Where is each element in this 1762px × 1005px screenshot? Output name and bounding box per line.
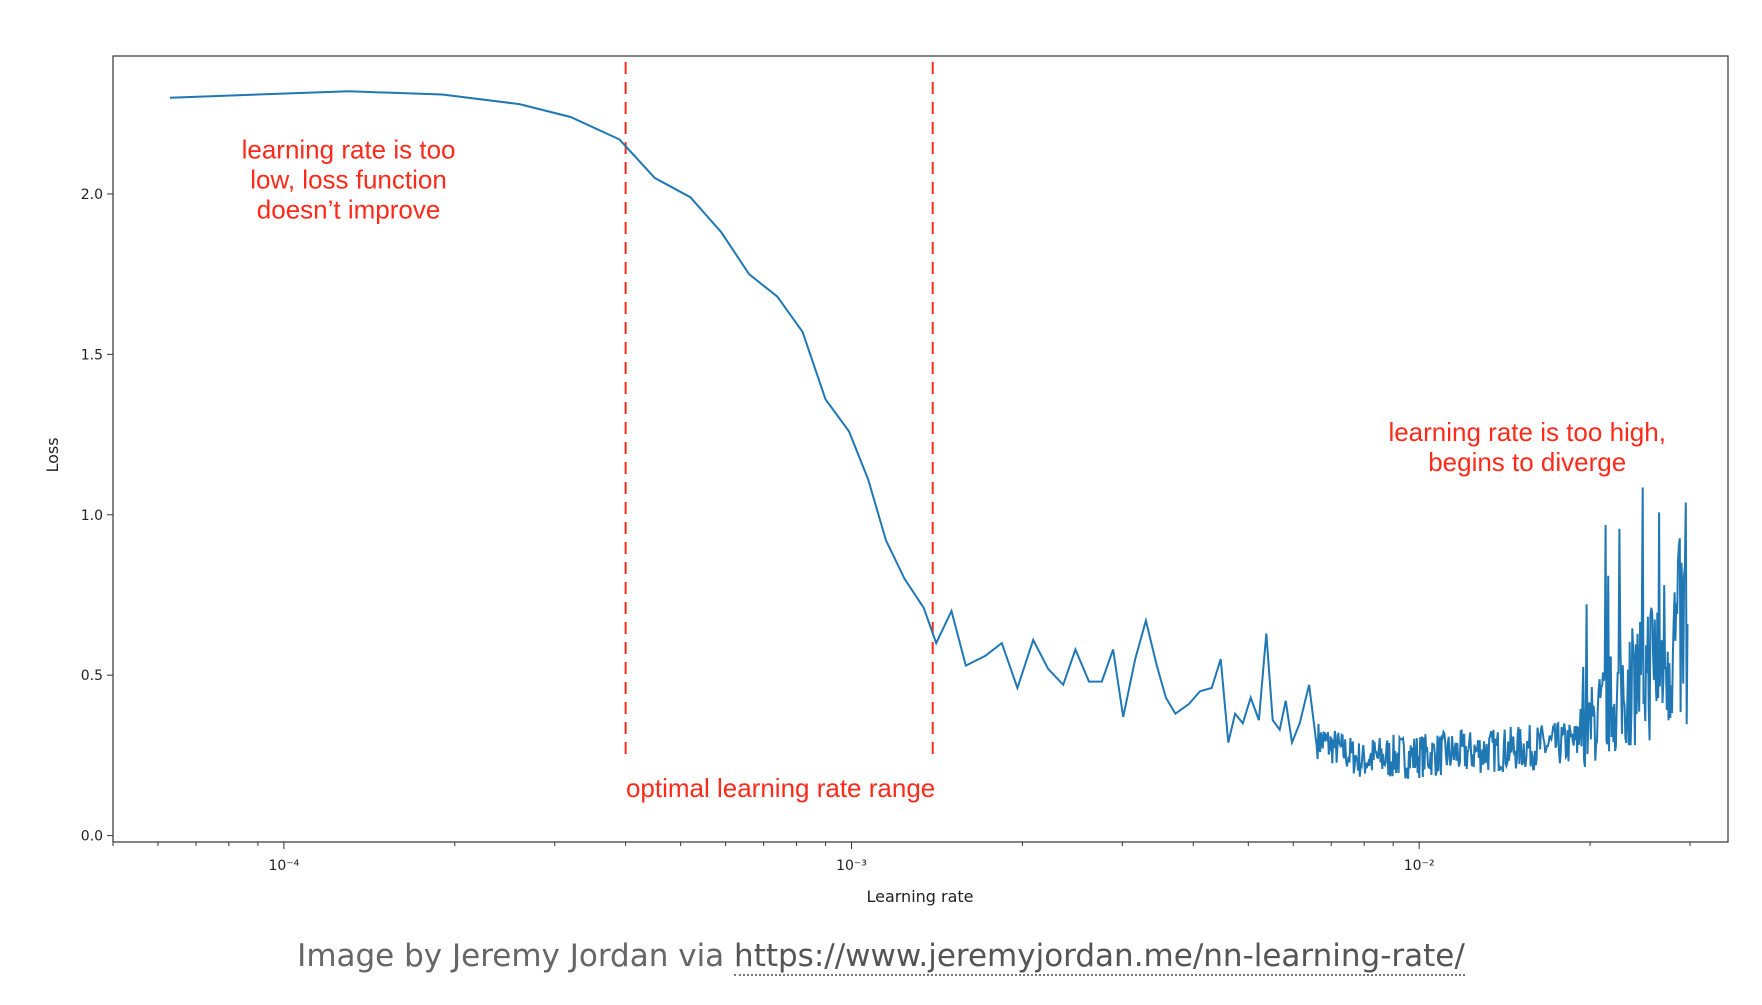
y-tick-label-2: 1.0 [81, 508, 103, 524]
y-tick-label-1: 0.5 [81, 668, 103, 684]
source-link[interactable]: https://www.jeremyjordan.me/nn-learning-… [734, 938, 1465, 976]
annotation-0-line-1: low, loss function [250, 165, 447, 195]
learning-rate-chart: 0.0 0.5 1.0 1.5 2.0 10⁻⁴ 10⁻³ 10⁻² learning rat… [43, 55, 1729, 906]
x-tick-label-2: 10⁻² [1404, 858, 1435, 874]
plot-frame [112, 55, 1729, 843]
annotation-2-line-1: begins to diverge [1428, 447, 1626, 477]
optimal-range-lines [624, 62, 934, 760]
y-tick-label-4: 2.0 [81, 187, 103, 203]
axis-ticks: 0.0 0.5 1.0 1.5 2.0 10⁻⁴ 10⁻³ 10⁻² [81, 187, 1691, 874]
y-axis-label: Loss [43, 437, 62, 472]
annotation-2-line-0: learning rate is too high, [1388, 417, 1666, 447]
annotation-0-line-0: learning rate is too [242, 135, 456, 165]
annotation-0-line-2: doesn’t improve [257, 195, 441, 225]
image-caption: Image by Jeremy Jordan via https://www.j… [0, 938, 1762, 976]
annotation-1-line-0: optimal learning rate range [626, 773, 935, 803]
y-tick-label-3: 1.5 [81, 347, 103, 363]
caption-prefix: Image by Jeremy Jordan via [297, 938, 735, 974]
y-tick-label-0: 0.0 [81, 829, 103, 845]
x-tick-label-0: 10⁻⁴ [268, 858, 299, 874]
x-tick-label-1: 10⁻³ [836, 858, 867, 874]
loss-curve-line [169, 90, 1689, 779]
x-axis-label: Learning rate [866, 887, 973, 906]
